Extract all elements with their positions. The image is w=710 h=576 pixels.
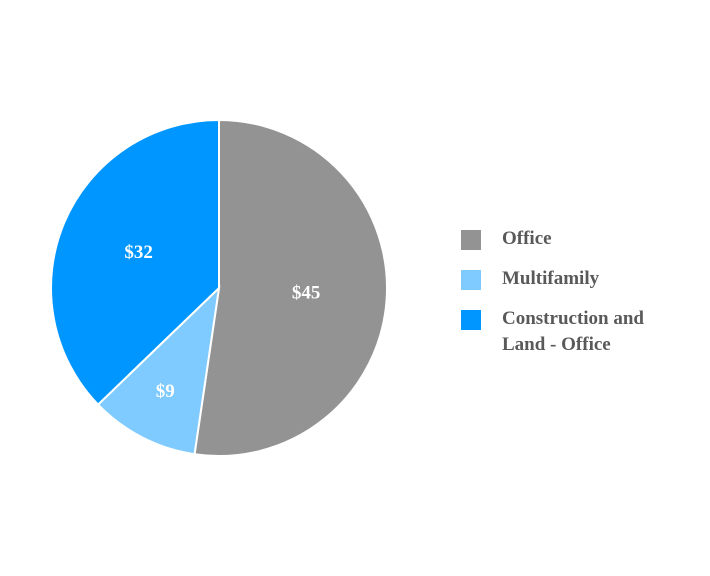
legend-swatch [461, 270, 481, 290]
pie-slice [50, 118, 220, 407]
legend-label: Construction and Land - Office [502, 308, 644, 355]
legend-item: Office [461, 228, 701, 252]
legend: Office Multifamily Construction and Land -… [461, 228, 701, 374]
pie-slice [193, 118, 388, 457]
legend-item: Multifamily [461, 268, 701, 292]
data-label: $32 [124, 242, 153, 263]
legend-swatch [461, 310, 481, 330]
legend-item: Construction and Land - Office [461, 308, 701, 358]
legend-label: Office [502, 228, 552, 249]
pie-slice [96, 285, 221, 456]
data-label: $45 [292, 283, 321, 304]
legend-swatch [461, 230, 481, 250]
data-label: $9 [156, 381, 175, 402]
legend-label: Multifamily [502, 268, 600, 289]
